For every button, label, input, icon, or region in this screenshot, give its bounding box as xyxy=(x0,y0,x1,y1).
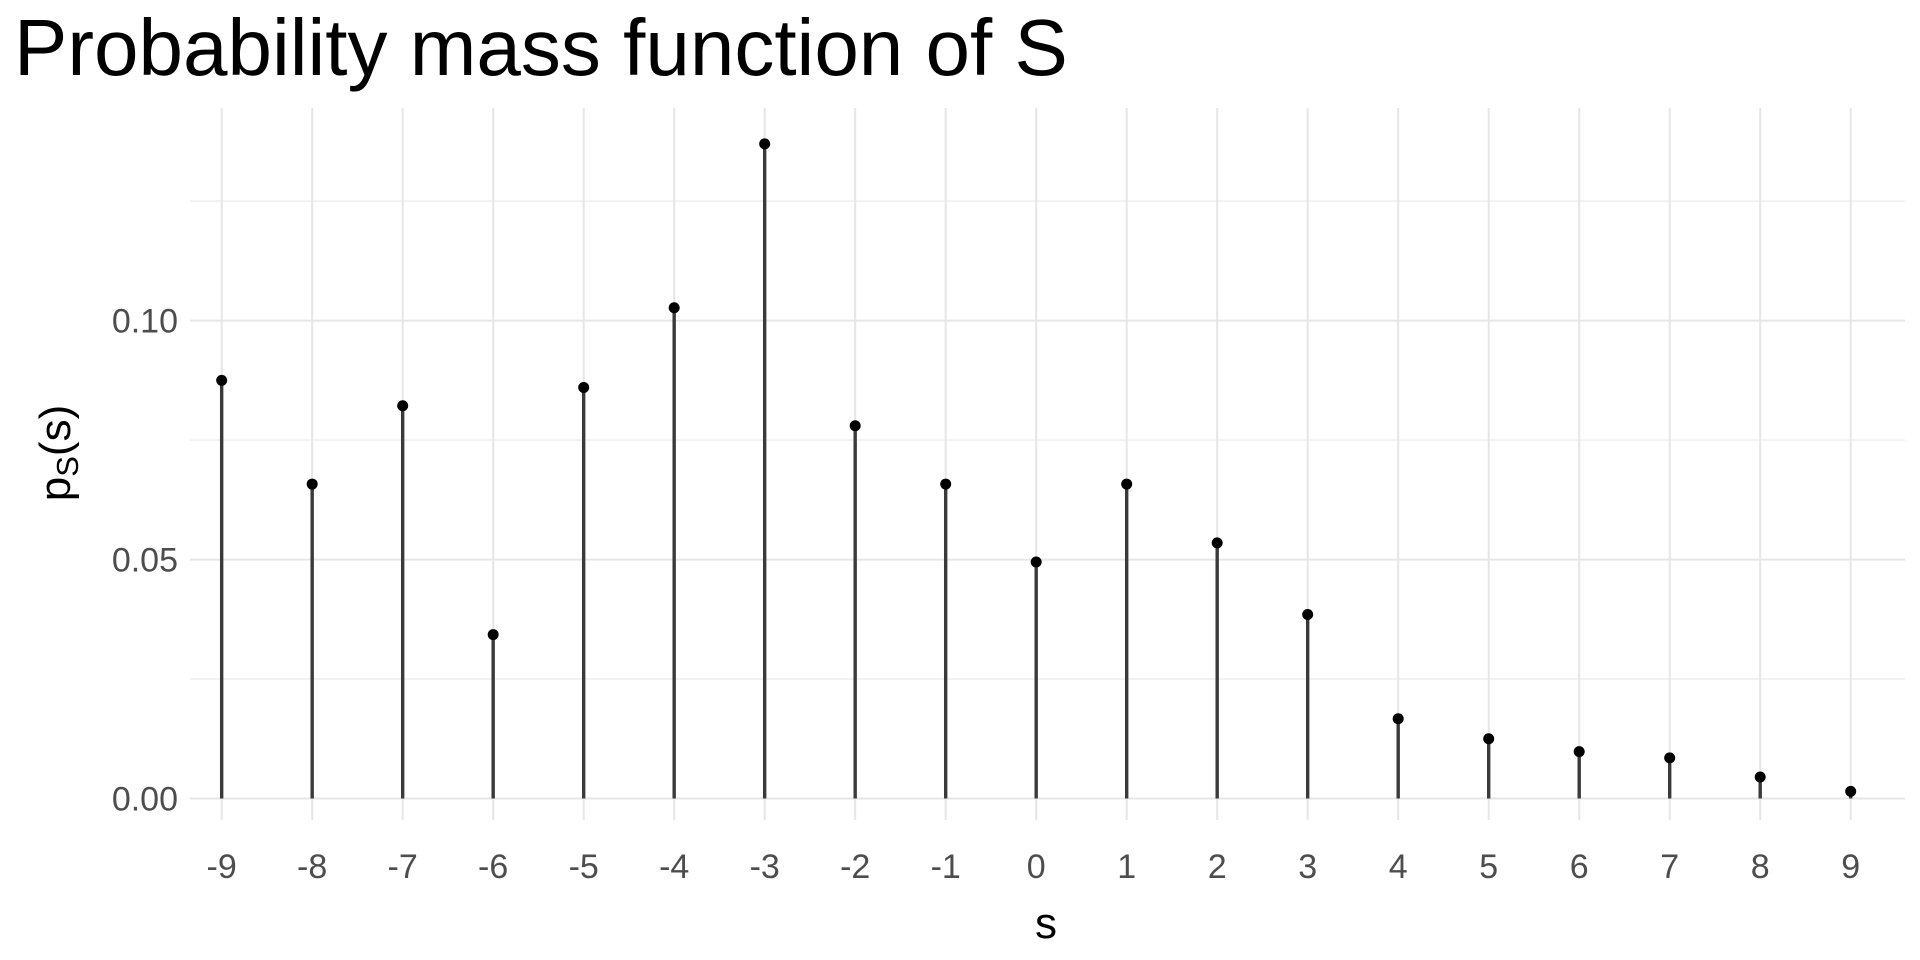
data-point xyxy=(216,374,228,386)
x-tick-label: -2 xyxy=(840,848,870,886)
x-tick-labels: -9 -8 -7 -6 -5 -4 -3 -2 -1 0 1 2 3 4 5 6 7 8 9 xyxy=(207,848,1861,886)
x-tick-label: 6 xyxy=(1570,848,1589,886)
data-point xyxy=(940,478,952,490)
x-tick-label: 2 xyxy=(1208,848,1227,886)
x-tick-label: 7 xyxy=(1660,848,1679,886)
data-point xyxy=(668,302,680,314)
data-point xyxy=(306,478,318,490)
x-tick-label: -4 xyxy=(659,848,689,886)
y-tick-label: 0.10 xyxy=(112,303,178,341)
x-tick-label: 0 xyxy=(1027,848,1046,886)
data-point xyxy=(1573,746,1585,758)
x-tick-label: 4 xyxy=(1389,848,1408,886)
x-axis-label: s xyxy=(1035,899,1057,948)
stems xyxy=(219,143,1853,799)
y-tick-label: 0.05 xyxy=(112,542,178,580)
data-point xyxy=(1392,713,1404,725)
data-point xyxy=(1030,556,1042,568)
data-point xyxy=(1483,733,1495,745)
y-tick-label: 0.00 xyxy=(112,780,178,818)
x-tick-label: -3 xyxy=(750,848,780,886)
x-tick-label: -7 xyxy=(388,848,418,886)
data-point xyxy=(1664,752,1676,764)
x-tick-label: 1 xyxy=(1117,848,1136,886)
x-tick-label: -8 xyxy=(297,848,327,886)
data-point xyxy=(397,400,409,412)
y-tick-labels: 0.00 0.05 0.10 xyxy=(112,303,178,819)
data-point xyxy=(487,629,499,641)
grid-lines xyxy=(190,108,1905,820)
x-tick-label: 3 xyxy=(1298,848,1317,886)
chart-title: Probability mass function of S xyxy=(14,3,1068,92)
data-point xyxy=(1302,609,1314,621)
x-tick-label: 9 xyxy=(1841,848,1860,886)
y-axis-label: pS(s) xyxy=(31,405,85,501)
x-tick-label: -9 xyxy=(207,848,237,886)
data-point xyxy=(1211,537,1223,549)
y-axis-label-main: p xyxy=(31,477,80,501)
data-point xyxy=(1845,785,1857,797)
y-axis-label-sub: S xyxy=(50,456,85,477)
data-point xyxy=(578,382,590,394)
x-tick-label: -5 xyxy=(569,848,599,886)
x-tick-label: 5 xyxy=(1479,848,1498,886)
x-tick-label: -6 xyxy=(478,848,508,886)
x-tick-label: -1 xyxy=(931,848,961,886)
x-tick-label: 8 xyxy=(1751,848,1770,886)
y-axis-label-tail: (s) xyxy=(31,405,80,456)
data-point xyxy=(1754,771,1766,783)
data-point xyxy=(1121,478,1133,490)
data-point xyxy=(759,138,771,150)
data-point xyxy=(849,420,861,432)
points xyxy=(216,138,1857,797)
